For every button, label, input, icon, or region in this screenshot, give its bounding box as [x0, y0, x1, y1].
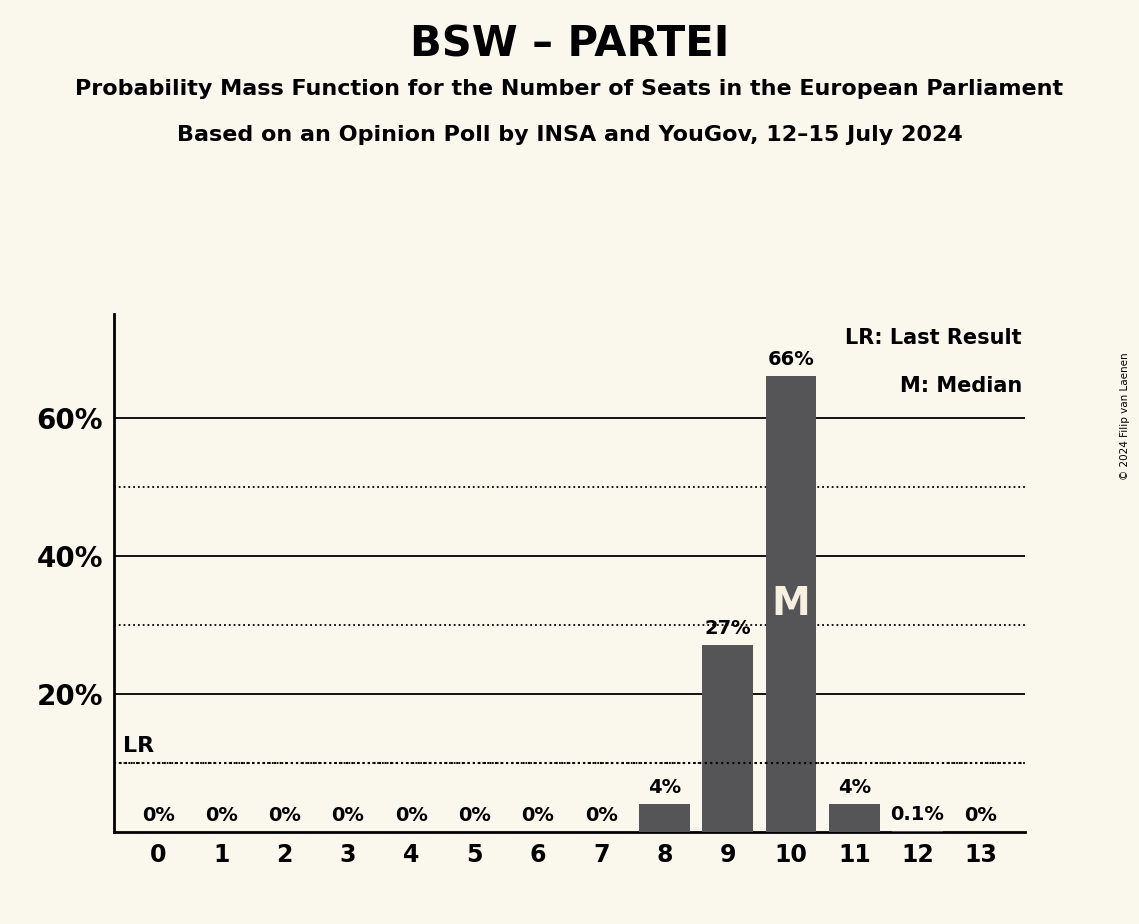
- Bar: [639, 804, 690, 832]
- Text: 66%: 66%: [768, 350, 814, 370]
- Bar: [703, 645, 753, 832]
- Text: 0%: 0%: [205, 806, 238, 825]
- Text: 0%: 0%: [965, 806, 998, 825]
- Text: 0%: 0%: [458, 806, 491, 825]
- Text: LR: LR: [123, 736, 155, 756]
- Text: 27%: 27%: [704, 619, 751, 638]
- Text: 0.1%: 0.1%: [891, 805, 944, 824]
- Text: 0%: 0%: [395, 806, 428, 825]
- Text: LR: Last Result: LR: Last Result: [845, 328, 1022, 348]
- Text: 0%: 0%: [584, 806, 617, 825]
- Text: BSW – PARTEI: BSW – PARTEI: [410, 23, 729, 65]
- Text: © 2024 Filip van Laenen: © 2024 Filip van Laenen: [1120, 352, 1130, 480]
- Text: Based on an Opinion Poll by INSA and YouGov, 12–15 July 2024: Based on an Opinion Poll by INSA and You…: [177, 125, 962, 145]
- Bar: [829, 804, 879, 832]
- Text: 0%: 0%: [141, 806, 174, 825]
- Text: 0%: 0%: [522, 806, 555, 825]
- Text: 0%: 0%: [269, 806, 301, 825]
- Bar: [765, 376, 817, 832]
- Text: Probability Mass Function for the Number of Seats in the European Parliament: Probability Mass Function for the Number…: [75, 79, 1064, 99]
- Text: M: Median: M: Median: [900, 376, 1022, 396]
- Text: 4%: 4%: [648, 778, 681, 797]
- Text: 4%: 4%: [837, 778, 871, 797]
- Text: 0%: 0%: [331, 806, 364, 825]
- Text: M: M: [771, 585, 810, 623]
